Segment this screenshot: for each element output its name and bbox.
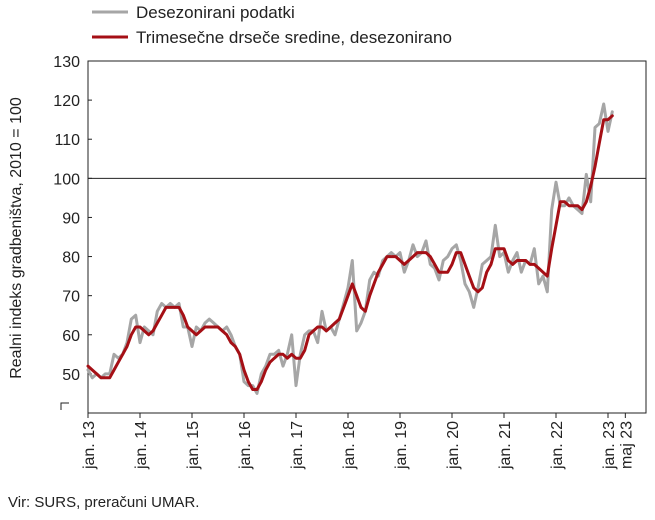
x-tick-label: jan. 22 [549, 421, 566, 470]
plot-area: 50 60 70 80 90 100 110 120 130 jan. 13 jan. 14 jan.… [53, 54, 647, 470]
x-tick-label: jan. 14 [133, 421, 150, 470]
y-tick-label: 50 [62, 367, 80, 384]
x-tick-label: jan. 15 [185, 421, 202, 470]
y-tick-label: 60 [62, 328, 80, 345]
x-tick-label: jan. 18 [341, 421, 358, 470]
y-tick-label: 110 [54, 132, 80, 149]
x-tick-label: jan. 21 [497, 421, 514, 470]
y-tick-label: 70 [62, 289, 80, 306]
series-line-moving-average [86, 114, 614, 391]
x-tick-label: jan. 23 [601, 421, 618, 470]
legend-label-seasonally-adjusted: Desezonirani podatki [136, 3, 295, 22]
y-tick-label: 130 [53, 54, 80, 71]
x-tick-label: maj 23 [618, 421, 635, 469]
y-tick-label: 80 [62, 250, 80, 267]
plot-frame [87, 60, 647, 414]
y-tick-label: 100 [53, 171, 80, 188]
x-tick-label: jan. 20 [445, 421, 462, 470]
source-note: Vir: SURS, preračuni UMAR. [8, 494, 200, 511]
legend-label-moving-average: Trimesečne drseče sredine, desezonirano [136, 28, 452, 47]
x-tick-label: jan. 16 [237, 421, 254, 470]
x-tick-label: jan. 13 [81, 421, 98, 470]
axis-break-mark [60, 402, 69, 410]
x-tick-label: jan. 17 [289, 421, 306, 470]
series-line-seasonally-adjusted [86, 102, 614, 395]
y-axis-title: Realni indeks gradbeništva, 2010 = 100 [8, 97, 25, 379]
y-tick-label: 90 [62, 210, 80, 227]
y-tick-label: 120 [53, 93, 80, 110]
x-tick-label: jan. 19 [393, 421, 410, 470]
legend: Desezonirani podatki Trimesečne drseče s… [92, 3, 452, 47]
